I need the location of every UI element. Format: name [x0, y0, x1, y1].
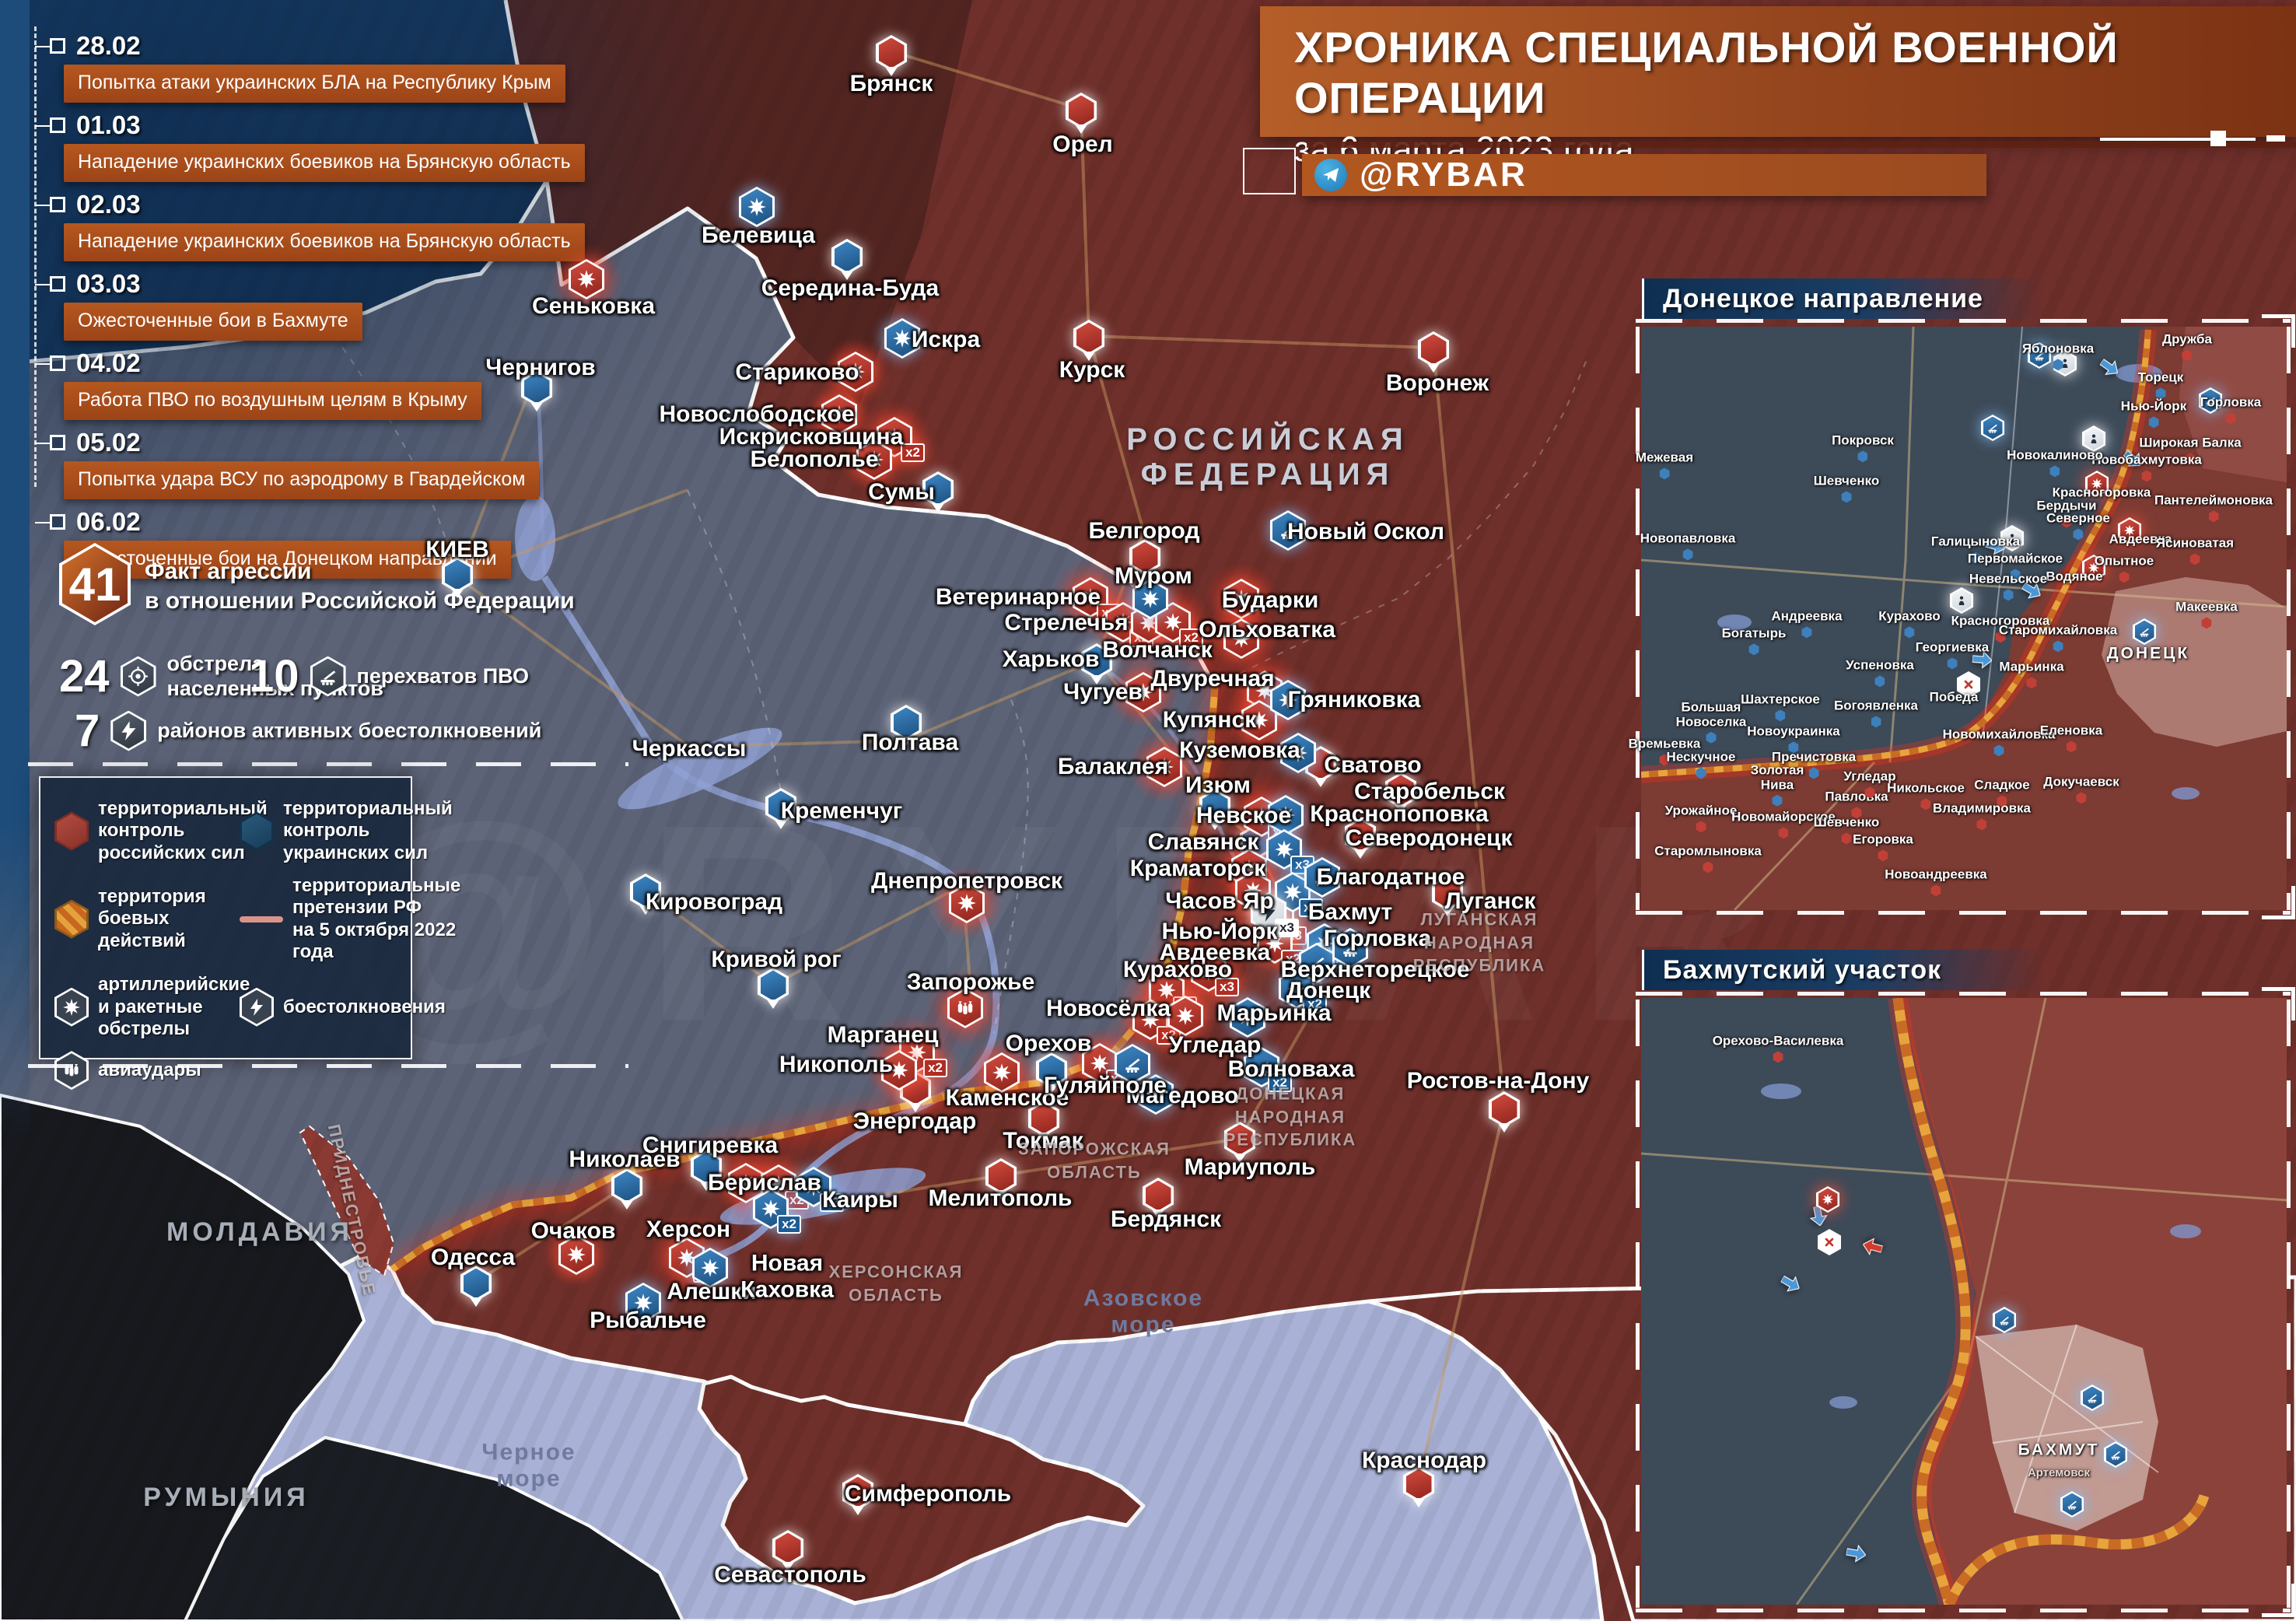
inset-corner-bracket: [2262, 987, 2295, 1021]
legend-item: территория боевых действий: [54, 886, 232, 952]
legend-item: территориальный контроль украинских сил: [240, 798, 460, 864]
timeline-event-text: Ожесточенные бои на Донецком направлении: [64, 541, 511, 579]
timeline-node-icon: [35, 117, 65, 133]
timeline-item: 02.03 Нападение украинских боевиков на Б…: [35, 190, 748, 261]
separator-slider-handle: [2210, 131, 2226, 146]
legend-item: артиллерийские и ракетные обстрелы: [54, 974, 250, 1040]
legend-item-label: территориальные претензии РФ на 5 октябр…: [292, 874, 461, 962]
inset-donetsk-map-svg: [1641, 327, 2287, 910]
aggression-count-hexagon: 41: [59, 543, 131, 625]
title-box: ХРОНИКА СПЕЦИАЛЬНОЙ ВОЕННОЙ ОПЕРАЦИИ за …: [1260, 6, 2296, 169]
watermark: @RYBAR: [334, 762, 1817, 1084]
page-title: ХРОНИКА СПЕЦИАЛЬНОЙ ВОЕННОЙ ОПЕРАЦИИ: [1294, 23, 2119, 122]
legend-item: территориальные претензии РФ на 5 октябр…: [240, 875, 460, 963]
inset-title: Донецкое направление: [1642, 278, 2044, 319]
legend-top-decoration: [28, 762, 628, 766]
inset-corner-bracket: [2262, 886, 2295, 919]
inset-frame-bottom: [1636, 911, 2291, 915]
timeline-item: 06.02 Ожесточенные бои на Донецком напра…: [35, 507, 748, 579]
aggression-count-label: Факт агрессии в отношении Российской Фед…: [145, 558, 575, 614]
timeline-date: 06.02: [35, 507, 748, 537]
legend-item-icon: [54, 811, 89, 851]
legend-item-label: артиллерийские и ракетные обстрелы: [98, 974, 250, 1039]
decor-square-outline: [1243, 148, 1296, 194]
timeline-item: 05.02 Попытка удара ВСУ по аэродрому в Г…: [35, 428, 748, 499]
timeline-event-text: Попытка удара ВСУ по аэродрому в Гвардей…: [64, 461, 540, 499]
timeline-item: 01.03 Нападение украинских боевиков на Б…: [35, 110, 748, 182]
inset-frame-bottom: [1636, 1609, 2291, 1612]
timeline-date-text: 04.02: [76, 348, 141, 377]
legend-item-icon: [240, 811, 274, 851]
timeline-date: 05.02: [35, 428, 748, 457]
title-separator: [1307, 142, 2296, 148]
timeline-date: 03.03: [35, 269, 748, 299]
timeline-node-icon: [35, 197, 65, 212]
timeline-item: 03.03 Ожесточенные бои в Бахмуте: [35, 269, 748, 341]
inset-donetsk: Донецкое направление: [1636, 272, 2295, 919]
separator-slider-tick: [2266, 135, 2285, 142]
legend-item: территориальный контроль российских сил: [54, 798, 268, 864]
inset-corner-bracket: [2262, 314, 2295, 348]
timeline-item: 04.02 Работа ПВО по воздушным целям в Кр…: [35, 348, 748, 420]
map-legend: территориальный контроль российских сил …: [39, 776, 460, 1091]
timeline-event-text: Нападение украинских боевиков на Брянску…: [64, 223, 585, 261]
timeline-date-text: 02.03: [76, 190, 141, 219]
legend-item-icon: [240, 987, 274, 1027]
separator-slider-line: [2100, 138, 2256, 141]
timeline-date: 01.03: [35, 110, 748, 140]
left-border-strip: [0, 0, 30, 1136]
legend-item-icon: [54, 987, 89, 1027]
inset-frame-left: [1636, 1000, 1640, 1608]
inset-title: Бахмутский участок: [1642, 950, 2044, 990]
aggression-count-value: 41: [62, 546, 128, 622]
timeline-date: 28.02: [35, 31, 748, 61]
legend-item: авиаудары: [54, 1051, 232, 1091]
event-timeline: 28.02 Попытка атаки украинских БЛА на Ре…: [35, 31, 748, 586]
legend-item: боестолкновения: [240, 987, 460, 1027]
timeline-date-text: 03.03: [76, 269, 141, 298]
inset-frame-right: [2287, 1000, 2291, 1608]
timeline-event-text: Ожесточенные бои в Бахмуте: [64, 303, 362, 341]
telegram-icon: [1314, 159, 1347, 191]
timeline-node-icon: [35, 276, 65, 292]
legend-item-icon: [54, 1051, 89, 1091]
timeline-date-text: 06.02: [76, 507, 141, 536]
legend-item-label: территориальный контроль украинских сил: [283, 798, 453, 863]
inset-frame-top: [1636, 992, 2291, 996]
inset-bakhmut-map-svg: [1641, 998, 2287, 1605]
timeline-date-text: 28.02: [76, 31, 141, 60]
timeline-event-text: Работа ПВО по воздушным целям в Крыму: [64, 382, 481, 420]
inset-bakhmut: Бахмутский участок: [1636, 944, 2295, 1617]
timeline-axis: [34, 26, 37, 487]
telegram-channel-bar: @RYBAR: [1302, 154, 1986, 196]
legend-item-label: боестолкновения: [283, 996, 446, 1017]
legend-bottom-decoration: [28, 1064, 628, 1068]
timeline-node-icon: [35, 514, 65, 530]
timeline-date-text: 05.02: [76, 428, 141, 457]
timeline-event-text: Попытка атаки украинских БЛА на Республи…: [64, 65, 565, 103]
inset-frame-left: [1636, 327, 1640, 910]
timeline-date-text: 01.03: [76, 110, 141, 139]
timeline-node-icon: [35, 435, 65, 450]
timeline-date: 04.02: [35, 348, 748, 378]
channel-handle: @RYBAR: [1360, 156, 1528, 194]
timeline-event-text: Нападение украинских боевиков на Брянску…: [64, 144, 585, 182]
legend-item-label: территориальный контроль российских сил: [98, 798, 268, 863]
timeline-node-icon: [35, 355, 65, 371]
inset-frame-right: [2287, 327, 2291, 910]
timeline-item: 28.02 Попытка атаки украинских БЛА на Ре…: [35, 31, 748, 103]
timeline-date: 02.03: [35, 190, 748, 219]
legend-item-icon: [54, 899, 89, 939]
legend-item-icon: [240, 900, 283, 939]
legend-item-label: территория боевых действий: [98, 886, 206, 951]
inset-corner-bracket: [2262, 1584, 2295, 1617]
inset-frame-top: [1636, 319, 2291, 323]
timeline-node-icon: [35, 38, 65, 54]
legend-item-label: авиаудары: [98, 1059, 201, 1080]
